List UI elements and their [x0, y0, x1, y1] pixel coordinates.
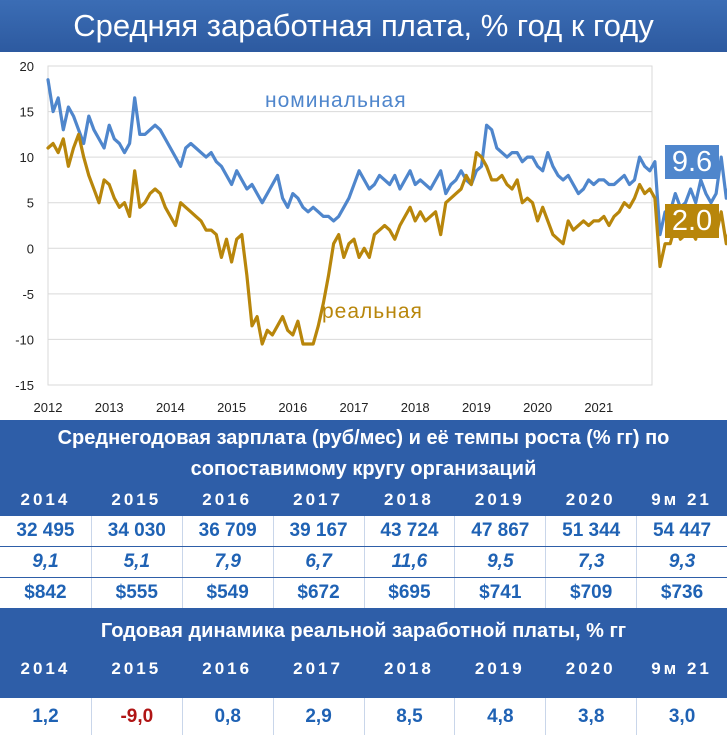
table1-growth-cell: 6,7	[272, 547, 364, 577]
x-tick-label: 2013	[95, 400, 124, 415]
table2-value-cell: 0,8	[181, 698, 273, 735]
table2-year-cell: 2017	[293, 659, 343, 678]
y-tick-label: -15	[15, 378, 34, 393]
table1-title: Среднегодовая зарплата (руб/мес) и её те…	[57, 427, 670, 480]
table1-year-cell: 9м 21	[651, 490, 712, 509]
y-tick-label: 5	[27, 196, 34, 211]
table2-value-cell: -9,0	[90, 698, 182, 735]
table1-years-row: 2014 2015 2016 2017 2018 2019 2020 9м 21	[0, 485, 727, 515]
table2-value-cell: 2,9	[272, 698, 364, 735]
y-tick-label: 0	[27, 241, 34, 256]
table1-wage-usd-cell: $555	[90, 578, 182, 608]
table1-wage-rub-cell: 54 447	[636, 516, 727, 546]
table2-value-cell: 4,8	[454, 698, 545, 735]
table2-value-cell: 8,5	[363, 698, 455, 735]
x-tick-label: 2015	[217, 400, 246, 415]
table1-wage-usd-cell: $549	[181, 578, 273, 608]
table1-growth-cell: 7,3	[545, 547, 636, 577]
table2-year-cell: 2018	[384, 659, 434, 678]
table1-wage-rub-cell: 47 867	[454, 516, 545, 546]
x-tick-label: 2017	[340, 400, 369, 415]
table1-wage-rub-cell: 32 495	[16, 520, 75, 541]
real-series-label: реальная	[322, 300, 423, 323]
chart-area: 20 15 10 5 0 -5 -10 -15 2012 2013 2014 2015 2016 2017…	[0, 52, 727, 420]
x-tick-label: 2019	[462, 400, 491, 415]
table1-wage-usd-cell: $709	[545, 578, 636, 608]
y-tick-label: 20	[20, 59, 34, 74]
table2-year-cell: 2016	[202, 659, 253, 678]
table1-growth-row: 9,1 5,1 7,9 6,7 11,6 9,5 7,3 9,3	[0, 547, 727, 577]
table1-wage-usd-cell: $741	[454, 578, 545, 608]
table2-year-cell: 2020	[565, 659, 616, 678]
table1-year-cell: 2015	[111, 490, 162, 509]
table1-wage-rub-cell: 34 030	[90, 516, 182, 546]
x-tick-label: 2020	[523, 400, 552, 415]
table1-wage-usd-row: $842 $555 $549 $672 $695 $741 $709 $736	[0, 578, 727, 608]
x-tick-label: 2018	[401, 400, 430, 415]
y-tick-label: 10	[20, 150, 34, 165]
table2-year-cell: 2019	[474, 659, 525, 678]
x-tick-label: 2012	[34, 400, 63, 415]
table1-wage-rub-cell: 39 167	[272, 516, 364, 546]
table2-value-cell: 3,8	[545, 698, 636, 735]
table2-title: Годовая динамика реальной заработной пла…	[100, 620, 627, 642]
real-last-value-badge: 2.0	[665, 204, 719, 238]
table2-year-cell: 9м 21	[651, 659, 712, 678]
table1-wage-rub-cell: 36 709	[181, 516, 273, 546]
table2-year-cell: 2015	[111, 659, 162, 678]
x-tick-label: 2021	[584, 400, 613, 415]
table2-value-cell: 1,2	[32, 706, 59, 727]
table2-value-cell: 3,0	[636, 698, 727, 735]
table1-wage-rub-cell: 51 344	[545, 516, 636, 546]
x-tick-label: 2016	[278, 400, 307, 415]
real-series-line	[46, 132, 727, 346]
table1-growth-cell: 9,1	[32, 551, 59, 572]
table1-wage-usd-cell: $672	[272, 578, 364, 608]
table1-wage-usd-cell: $842	[24, 582, 67, 603]
table2-years-row: 2014 2015 2016 2017 2018 2019 2020 9м 21	[0, 654, 727, 684]
x-tick-label: 2014	[156, 400, 185, 415]
table1-growth-cell: 7,9	[181, 547, 273, 577]
table1-wage-rub-row: 32 495 34 030 36 709 39 167 43 724 47 867 51 3…	[0, 516, 727, 546]
y-tick-label: 15	[20, 105, 34, 120]
wage-tables: Среднегодовая зарплата (руб/мес) и её те…	[0, 420, 727, 735]
chart-title: Средняя заработная плата, % год к году	[0, 0, 727, 52]
table1-year-cell: 2014	[20, 490, 71, 509]
nominal-last-value-badge: 9.6	[665, 145, 719, 179]
table1-growth-cell: 9,5	[454, 547, 545, 577]
nominal-series-label: номинальная	[265, 89, 407, 112]
nominal-series-line	[46, 78, 727, 237]
table1-year-cell: 2017	[293, 490, 343, 509]
table2-values-row: 1,2 -9,0 0,8 2,9 8,5 4,8 3,8 3,0	[0, 698, 727, 735]
table1-wage-usd-cell: $695	[363, 578, 455, 608]
table1-year-cell: 2020	[565, 490, 616, 509]
table1-growth-cell: 9,3	[636, 547, 727, 577]
table1-wage-rub-cell: 43 724	[363, 516, 455, 546]
table1-year-cell: 2016	[202, 490, 253, 509]
plot-frame	[47, 65, 653, 386]
table1-wage-usd-cell: $736	[636, 578, 727, 608]
y-tick-label: -5	[22, 287, 34, 302]
table2-year-cell: 2014	[20, 659, 71, 678]
table1-growth-cell: 5,1	[90, 547, 182, 577]
y-tick-label: -10	[15, 332, 34, 347]
table1-growth-cell: 11,6	[363, 547, 455, 577]
table1-year-cell: 2019	[474, 490, 525, 509]
table1-year-cell: 2018	[384, 490, 434, 509]
